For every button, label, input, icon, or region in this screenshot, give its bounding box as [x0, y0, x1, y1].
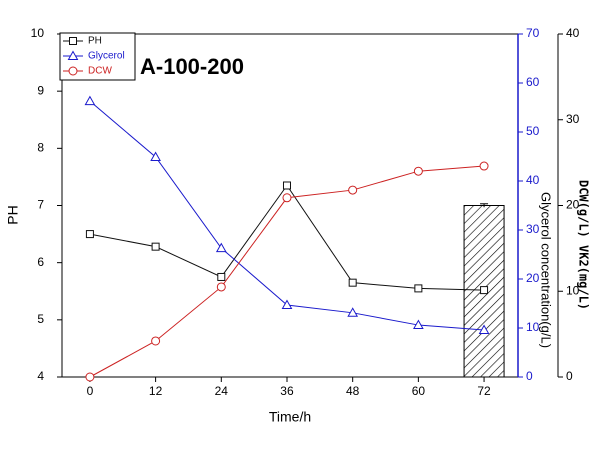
- legend-marker: [69, 37, 77, 45]
- point: [413, 319, 424, 330]
- x-axis-label: Time/h: [269, 409, 311, 425]
- y2-tick-label: 70: [526, 26, 540, 40]
- legend-marker: [67, 50, 79, 60]
- legend-marker: [68, 66, 78, 76]
- point: [281, 299, 293, 309]
- point: [215, 242, 227, 253]
- y3-tick-label: 0: [566, 369, 573, 383]
- y-tick-label: 10: [31, 26, 45, 40]
- legend-label: Glycerol: [88, 51, 125, 62]
- y2-tick-label: 40: [526, 173, 540, 187]
- point: [85, 230, 94, 239]
- legend-label: DCW: [88, 66, 112, 77]
- y2-tick-label: 10: [526, 320, 540, 334]
- y2-tick-label: 50: [526, 124, 540, 138]
- y3-tick-label: 20: [566, 198, 580, 212]
- y3-tick-label: 10: [566, 283, 580, 297]
- y-tick-label: 5: [37, 312, 44, 326]
- point: [84, 95, 96, 106]
- y2-axis-label: Glycerol concentration(g/L): [539, 192, 554, 348]
- legend-label: PH: [88, 36, 102, 47]
- annotation: A-100-200: [140, 54, 244, 79]
- point: [85, 372, 95, 382]
- point: [479, 161, 489, 171]
- y2-tick-label: 30: [526, 222, 540, 236]
- x-tick-label: 36: [280, 384, 294, 398]
- point: [480, 286, 489, 295]
- y3-tick-label: 40: [566, 26, 580, 40]
- y2-tick-label: 60: [526, 75, 540, 89]
- y-tick-label: 4: [37, 369, 44, 383]
- point: [151, 242, 160, 251]
- x-tick-label: 48: [346, 384, 360, 398]
- point: [348, 185, 358, 195]
- x-tick-label: 24: [215, 384, 229, 398]
- point: [282, 181, 291, 190]
- y-tick-label: 9: [37, 83, 44, 97]
- y3-axis-label: DCW(g/L) VK2(mg/L): [577, 180, 591, 310]
- point: [414, 284, 423, 293]
- plot-frame: [61, 33, 519, 378]
- point: [150, 151, 161, 161]
- y-tick-label: 8: [37, 141, 44, 155]
- point: [282, 193, 292, 203]
- y2-tick-label: 20: [526, 271, 540, 285]
- point: [217, 272, 226, 281]
- point: [413, 166, 423, 176]
- series-line: [89, 100, 485, 331]
- y-tick-label: 7: [37, 198, 44, 212]
- x-tick-label: 72: [477, 384, 491, 398]
- x-tick-label: 12: [149, 384, 163, 398]
- point: [347, 307, 359, 317]
- x-tick-label: 0: [87, 384, 94, 398]
- y-axis-label: PH: [5, 205, 21, 224]
- point: [348, 278, 357, 287]
- y-tick-label: 6: [37, 255, 44, 269]
- point: [478, 324, 490, 334]
- point: [151, 336, 161, 346]
- y3-tick-label: 30: [566, 112, 580, 126]
- point: [216, 282, 226, 292]
- x-tick-label: 60: [412, 384, 426, 398]
- y2-tick-label: 0: [526, 369, 533, 383]
